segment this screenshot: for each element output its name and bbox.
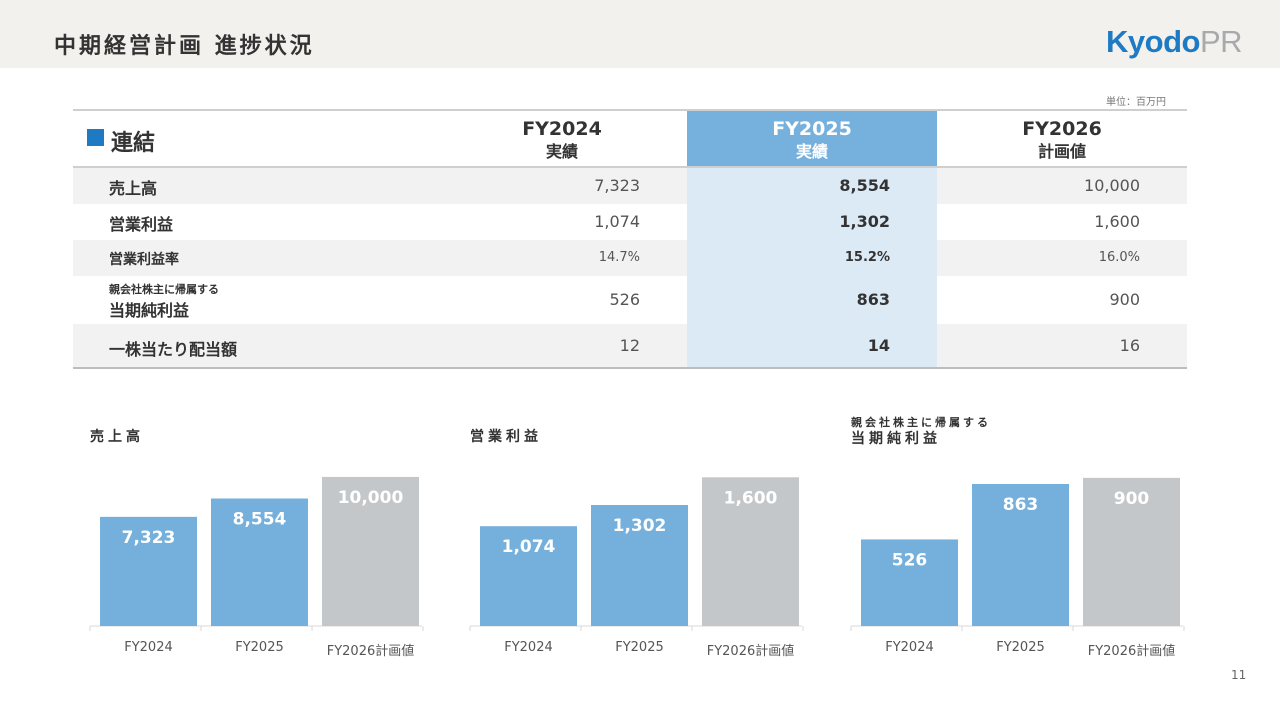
data-label: 1,302 bbox=[613, 516, 667, 536]
chart-title: 売上高 bbox=[90, 429, 144, 445]
row-label-dividend-per-share: 一株当たり配当額 bbox=[109, 340, 238, 359]
bar-FY2026計画値 bbox=[322, 476, 419, 626]
row-background bbox=[73, 204, 1187, 240]
column-header-fy2024: FY2024 実績 bbox=[437, 117, 687, 163]
results-table: 連結 FY2024 実績 FY2025 実績 FY2026 計画値 売上高 7,… bbox=[73, 109, 1187, 369]
table-cell: 526 bbox=[609, 290, 640, 309]
table-top-rule bbox=[73, 109, 1187, 111]
data-label: 526 bbox=[892, 550, 928, 570]
header-band bbox=[0, 0, 1280, 68]
bar-FY2024 bbox=[480, 526, 577, 626]
category-label: FY2025 bbox=[235, 640, 284, 655]
table-cell: 7,323 bbox=[594, 176, 640, 195]
row-label-net-income: 当期純利益 bbox=[109, 301, 190, 320]
unit-label: 単位：百万円 bbox=[1106, 97, 1166, 108]
row-background bbox=[73, 324, 1187, 367]
data-label: 1,074 bbox=[502, 537, 556, 557]
table-cell: 1,302 bbox=[839, 212, 890, 231]
data-label: 863 bbox=[1003, 495, 1039, 515]
column-fy: FY2025 bbox=[772, 118, 852, 140]
chart-plot: 1,074 FY2024 1,302 FY2025 1,600 FY2026計画値 bbox=[469, 477, 804, 659]
table-cell: 900 bbox=[1109, 290, 1140, 309]
table-cell: 14.7% bbox=[598, 250, 640, 265]
table-cell: 12 bbox=[619, 336, 640, 355]
operating-profit-bar-chart: 営業利益 1,074 FY2024 1,302 FY2025 1,600 FY2026計画… bbox=[469, 408, 830, 668]
table-cell: 863 bbox=[856, 290, 890, 309]
category-label: FY2024 bbox=[885, 640, 934, 655]
sales-bar-chart: 売上高 7,323 FY2024 8,554 FY2025 10,000 FY2026計画… bbox=[89, 408, 450, 668]
category-label: FY2024 bbox=[124, 640, 173, 655]
row-background bbox=[73, 240, 1187, 276]
category-label: FY2025 bbox=[615, 640, 664, 655]
table-cell: 16.0% bbox=[1098, 250, 1140, 265]
table-cell: 8,554 bbox=[839, 176, 890, 195]
table-cell: 16 bbox=[1119, 336, 1140, 355]
chart-plot: 526 FY2024 863 FY2025 900 FY2026計画値 bbox=[850, 477, 1185, 659]
kyodo-pr-logo: KyodoPR bbox=[1106, 24, 1243, 59]
chart-subtitle: 親会社株主に帰属する bbox=[851, 416, 991, 429]
data-label: 900 bbox=[1114, 489, 1150, 509]
bar-FY2024 bbox=[100, 516, 197, 626]
chart-title: 営業利益 bbox=[470, 429, 542, 445]
table-cell: 10,000 bbox=[1084, 176, 1140, 195]
chart-plot: 7,323 FY2024 8,554 FY2025 10,000 FY2026計画値 bbox=[89, 476, 424, 659]
consolidated-marker-icon bbox=[87, 129, 104, 146]
data-label: 1,600 bbox=[724, 488, 778, 508]
column-fy: FY2026 bbox=[1022, 118, 1102, 140]
column-header-fy2025: FY2025 実績 bbox=[687, 117, 937, 163]
category-label: FY2026計画値 bbox=[1088, 643, 1176, 659]
data-label: 10,000 bbox=[338, 488, 404, 508]
bar-FY2026計画値 bbox=[1083, 477, 1180, 626]
category-label: FY2026計画値 bbox=[327, 643, 415, 659]
column-header-fy2026: FY2026 計画値 bbox=[937, 117, 1187, 163]
table-cell: 1,600 bbox=[1094, 212, 1140, 231]
table-cell: 15.2% bbox=[844, 250, 890, 265]
net-income-bar-chart: 親会社株主に帰属する 当期純利益 526 FY2024 863 FY2025 900 FY… bbox=[850, 408, 1211, 668]
row-label-operating-profit: 営業利益 bbox=[109, 215, 174, 234]
row-label-sales: 売上高 bbox=[109, 179, 158, 198]
logo-secondary-text: PR bbox=[1199, 24, 1243, 59]
row-background bbox=[73, 276, 1187, 324]
page-title: 中期経営計画 進捗状況 bbox=[54, 34, 315, 59]
table-cell: 14 bbox=[867, 336, 890, 355]
bar-FY2025 bbox=[591, 504, 688, 626]
chart-title: 当期純利益 bbox=[851, 431, 941, 447]
column-sub: 実績 bbox=[545, 142, 578, 161]
category-label: FY2026計画値 bbox=[707, 643, 795, 659]
category-label: FY2025 bbox=[996, 640, 1045, 655]
row-label-operating-margin: 営業利益率 bbox=[109, 252, 179, 268]
page-number: 11 bbox=[1231, 668, 1247, 682]
table-bottom-rule bbox=[73, 367, 1187, 369]
data-label: 8,554 bbox=[233, 509, 287, 529]
fy2025-header-highlight bbox=[687, 111, 937, 166]
data-label: 7,323 bbox=[122, 528, 176, 548]
bar-FY2024 bbox=[861, 539, 958, 626]
table-header-rule bbox=[73, 166, 1187, 168]
row-label-net-income-prefix: 親会社株主に帰属する bbox=[109, 283, 219, 296]
row-background bbox=[73, 168, 1187, 204]
column-fy: FY2024 bbox=[522, 118, 602, 140]
consolidated-label: 連結 bbox=[111, 131, 156, 156]
logo-primary-text: Kyodo bbox=[1106, 24, 1200, 59]
table-cell: 1,074 bbox=[594, 212, 640, 231]
bar-FY2026計画値 bbox=[702, 477, 799, 626]
column-sub: 実績 bbox=[795, 142, 828, 161]
column-sub: 計画値 bbox=[1037, 142, 1086, 161]
category-label: FY2024 bbox=[504, 640, 553, 655]
bar-FY2025 bbox=[211, 498, 308, 626]
bar-FY2025 bbox=[972, 483, 1069, 626]
